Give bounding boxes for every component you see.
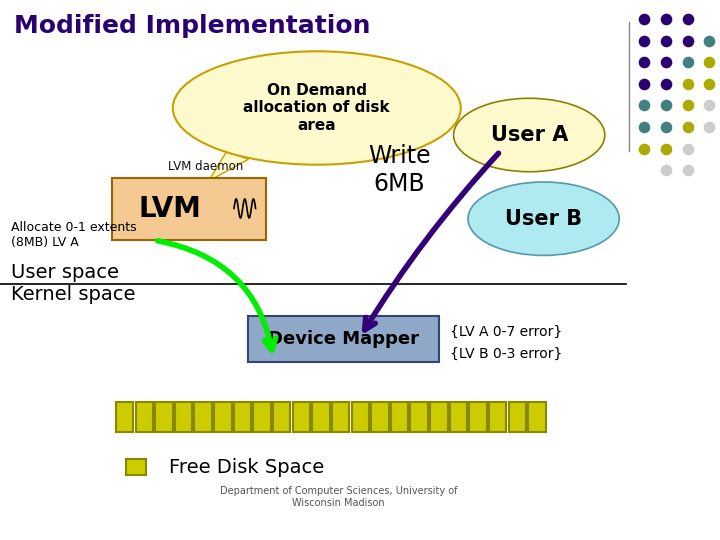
Point: [639, 58, 650, 66]
Point: [639, 144, 650, 153]
Point: [639, 79, 650, 88]
Point: [703, 36, 715, 45]
Point: [682, 101, 693, 110]
Bar: [312, 402, 330, 432]
FancyArrowPatch shape: [365, 153, 498, 330]
Bar: [248, 316, 439, 362]
Text: Department of Computer Sciences, University of
Wisconsin Madison: Department of Computer Sciences, Univers…: [220, 486, 457, 508]
Bar: [489, 402, 506, 432]
Ellipse shape: [468, 182, 619, 255]
Point: [682, 58, 693, 66]
Point: [660, 101, 672, 110]
Bar: [430, 402, 448, 432]
Text: On Demand
allocation of disk
area: On Demand allocation of disk area: [243, 83, 390, 133]
Bar: [112, 178, 266, 240]
Ellipse shape: [454, 98, 605, 172]
Ellipse shape: [173, 51, 461, 165]
Bar: [253, 402, 271, 432]
Bar: [372, 402, 389, 432]
Text: Device Mapper: Device Mapper: [269, 330, 419, 348]
Bar: [469, 402, 487, 432]
Point: [682, 79, 693, 88]
Point: [660, 123, 672, 131]
Point: [660, 144, 672, 153]
Bar: [234, 402, 251, 432]
Text: Allocate 0-1 extents
(8MB) LV A: Allocate 0-1 extents (8MB) LV A: [11, 221, 136, 249]
Bar: [273, 402, 290, 432]
Text: User A: User A: [490, 125, 568, 145]
Bar: [351, 402, 369, 432]
Text: Free Disk Space: Free Disk Space: [169, 457, 325, 477]
Point: [660, 15, 672, 23]
Text: Write
6MB: Write 6MB: [369, 144, 431, 196]
Text: User B: User B: [505, 208, 582, 229]
Point: [703, 79, 715, 88]
Bar: [214, 402, 232, 432]
Text: User space: User space: [11, 263, 119, 282]
Bar: [528, 402, 546, 432]
Bar: [391, 402, 408, 432]
Bar: [194, 402, 212, 432]
Text: {LV B 0-3 error}: {LV B 0-3 error}: [450, 347, 562, 361]
FancyArrowPatch shape: [158, 241, 275, 350]
Text: {LV A 0-7 error}: {LV A 0-7 error}: [450, 325, 562, 339]
Point: [682, 123, 693, 131]
Point: [639, 101, 650, 110]
Point: [682, 166, 693, 174]
Bar: [135, 402, 153, 432]
Point: [639, 123, 650, 131]
Text: Modified Implementation: Modified Implementation: [14, 14, 371, 37]
Point: [660, 166, 672, 174]
Bar: [410, 402, 428, 432]
Polygon shape: [209, 151, 248, 181]
Point: [660, 79, 672, 88]
Point: [660, 58, 672, 66]
Point: [703, 101, 715, 110]
Bar: [450, 402, 467, 432]
Point: [703, 58, 715, 66]
Point: [639, 36, 650, 45]
Point: [682, 36, 693, 45]
Point: [682, 144, 693, 153]
Point: [660, 36, 672, 45]
Bar: [508, 402, 526, 432]
Point: [703, 123, 715, 131]
Point: [682, 15, 693, 23]
Bar: [116, 402, 133, 432]
Point: [639, 15, 650, 23]
Text: LVM daemon: LVM daemon: [168, 160, 243, 199]
Text: LVM: LVM: [139, 195, 202, 223]
Bar: [156, 402, 173, 432]
Text: Kernel space: Kernel space: [11, 285, 135, 304]
Bar: [175, 402, 192, 432]
Bar: [126, 459, 146, 475]
Bar: [292, 402, 310, 432]
Bar: [332, 402, 349, 432]
